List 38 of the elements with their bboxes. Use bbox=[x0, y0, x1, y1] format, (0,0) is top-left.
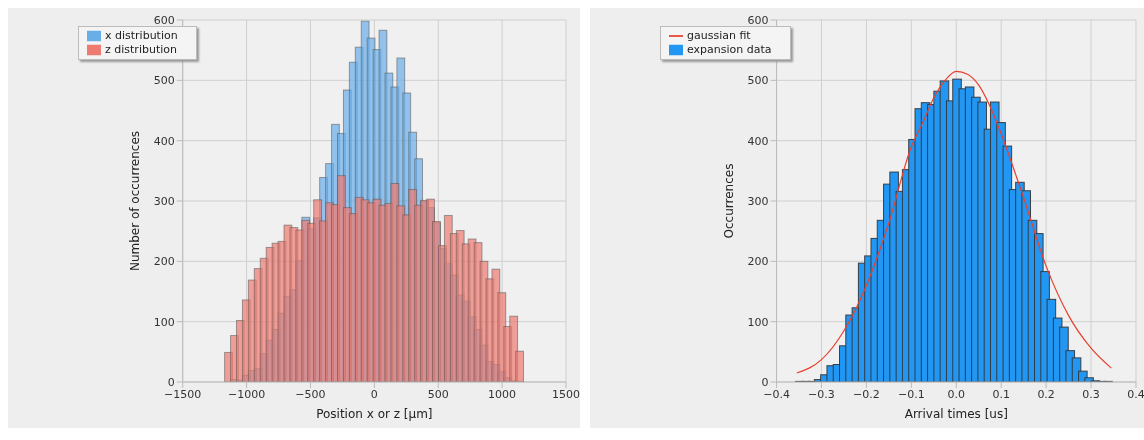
x-tick-label: 0 bbox=[370, 387, 378, 401]
x-axis-title: Arrival times [us] bbox=[904, 407, 1008, 421]
y-tick-label: 300 bbox=[153, 194, 175, 208]
x-tick-label: −0.1 bbox=[897, 387, 925, 401]
x-tick-label: −0.4 bbox=[763, 387, 790, 401]
y-tick-label: 500 bbox=[153, 74, 175, 88]
x-tick-label: 0.2 bbox=[1037, 387, 1055, 401]
y-tick-label: 0 bbox=[167, 375, 175, 389]
legend-label: gaussian fit bbox=[687, 29, 751, 42]
y-tick-label: 200 bbox=[153, 255, 175, 269]
y-tick-label: 300 bbox=[747, 194, 769, 208]
y-tick-label: 100 bbox=[747, 315, 769, 329]
legend-label: expansion data bbox=[687, 43, 772, 56]
x-tick-label: 1500 bbox=[552, 387, 580, 401]
x-tick-label: 1000 bbox=[488, 387, 517, 401]
x-tick-label: −0.3 bbox=[808, 387, 835, 401]
y-tick-label: 600 bbox=[153, 13, 175, 27]
y-tick-label: 200 bbox=[747, 255, 769, 269]
x-tick-label: −1000 bbox=[227, 387, 266, 401]
x-tick-label: −1500 bbox=[164, 387, 202, 401]
x-tick-label: 0.3 bbox=[1082, 387, 1100, 401]
legend-label: x distribution bbox=[105, 29, 178, 42]
x-axis-title: Position x or z [μm] bbox=[316, 407, 433, 421]
y-tick-label: 600 bbox=[747, 13, 769, 27]
y-tick-label: 400 bbox=[747, 134, 769, 148]
x-tick-label: 500 bbox=[427, 387, 449, 401]
x-tick-label: −500 bbox=[295, 387, 326, 401]
y-tick-label: 100 bbox=[153, 315, 175, 329]
x-tick-label: 0.4 bbox=[1127, 387, 1144, 401]
y-axis-title: Number of occurrences bbox=[127, 130, 142, 272]
x-tick-label: 0.0 bbox=[947, 387, 966, 401]
x-tick-label: −0.2 bbox=[853, 387, 880, 401]
y-tick-label: 400 bbox=[153, 134, 175, 148]
x-tick-label: 0.1 bbox=[992, 387, 1010, 401]
legend-label: z distribution bbox=[105, 43, 177, 56]
y-tick-label: 0 bbox=[761, 375, 769, 389]
y-tick-label: 500 bbox=[747, 74, 769, 88]
y-axis-title: Occurrences bbox=[721, 163, 736, 239]
